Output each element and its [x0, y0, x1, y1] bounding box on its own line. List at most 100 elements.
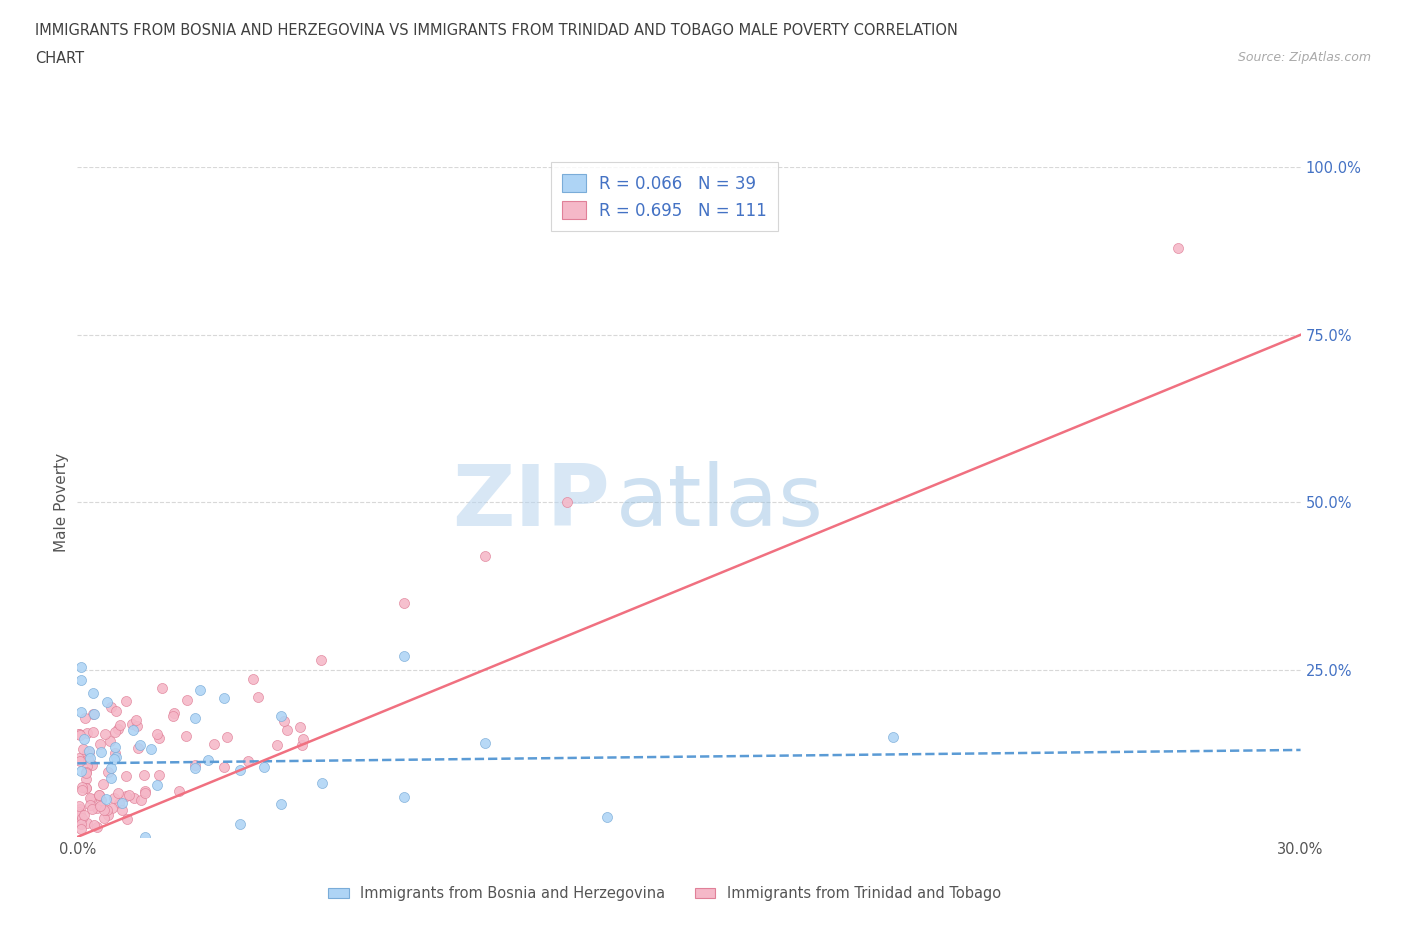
Text: ZIP: ZIP [451, 460, 609, 544]
Point [89, 788, 111, 803]
Point [103, 751, 125, 766]
Point [148, 768, 170, 783]
Point [93, 803, 115, 817]
Point [103, 724, 125, 739]
Point [146, 777, 169, 792]
Point [184, 760, 207, 775]
Point [127, 740, 149, 755]
Point [67, 727, 90, 742]
Point [76, 725, 98, 740]
Point [129, 737, 152, 752]
Text: CHART: CHART [35, 51, 84, 66]
Point [97, 807, 120, 822]
Point [183, 711, 205, 725]
Point [73, 732, 96, 747]
Point [273, 713, 295, 728]
Point [141, 742, 163, 757]
Point [100, 771, 122, 786]
Point [100, 699, 122, 714]
Point [70, 659, 93, 674]
Point [125, 718, 148, 733]
Point [121, 717, 143, 732]
Point [291, 737, 314, 752]
Point [70, 783, 93, 798]
Point [242, 671, 264, 686]
Point [69, 727, 91, 742]
Point [94, 727, 117, 742]
Point [118, 788, 141, 803]
Text: Source: ZipAtlas.com: Source: ZipAtlas.com [1237, 51, 1371, 64]
Point [72, 742, 94, 757]
Point [83, 706, 105, 721]
Point [176, 693, 198, 708]
Point [87, 787, 110, 802]
Point [202, 737, 225, 751]
Point [82, 685, 104, 700]
Point [115, 768, 138, 783]
Point [148, 731, 170, 746]
Point [69, 817, 91, 831]
Point [82, 802, 104, 817]
Point [83, 817, 105, 832]
Point [129, 793, 152, 808]
Point [107, 786, 129, 801]
Point [229, 817, 252, 831]
Point [392, 790, 415, 804]
Point [134, 768, 156, 783]
Point [77, 751, 100, 766]
Point [253, 760, 276, 775]
Point [70, 822, 93, 837]
Point [114, 789, 136, 804]
Point [162, 709, 184, 724]
Point [100, 761, 122, 776]
Point [75, 711, 97, 725]
Point [97, 764, 120, 779]
Point [76, 780, 98, 795]
Point [276, 723, 298, 737]
Point [107, 722, 129, 737]
Point [90, 793, 112, 808]
Point [75, 765, 97, 780]
Point [188, 683, 211, 698]
Point [76, 745, 98, 760]
Point [80, 758, 103, 773]
Point [122, 723, 145, 737]
Point [104, 740, 127, 755]
Point [82, 724, 104, 739]
Point [89, 799, 111, 814]
Point [134, 830, 156, 844]
Point [75, 771, 97, 786]
Point [111, 803, 134, 817]
Point [77, 744, 100, 759]
Point [94, 791, 117, 806]
Point [474, 736, 496, 751]
Point [125, 712, 148, 727]
Point [270, 796, 292, 811]
Point [96, 695, 118, 710]
Point [236, 754, 259, 769]
Point [105, 750, 128, 764]
Point [266, 737, 288, 752]
Point [69, 807, 91, 822]
Point [79, 797, 101, 812]
Point [555, 495, 578, 510]
Point [122, 790, 145, 805]
Point [104, 746, 127, 761]
Point [146, 726, 169, 741]
Point [70, 704, 93, 719]
Point [89, 737, 111, 751]
Point [73, 807, 96, 822]
Point [70, 810, 93, 825]
Point [108, 795, 131, 810]
Point [67, 727, 90, 742]
Legend: Immigrants from Bosnia and Herzegovina, Immigrants from Trinidad and Tobago: Immigrants from Bosnia and Herzegovina, … [322, 880, 1007, 907]
Point [67, 751, 90, 765]
Point [93, 810, 115, 825]
Point [70, 672, 93, 687]
Point [86, 819, 108, 834]
Point [77, 743, 100, 758]
Point [212, 691, 235, 706]
Point [882, 729, 904, 744]
Point [197, 752, 219, 767]
Point [98, 733, 121, 748]
